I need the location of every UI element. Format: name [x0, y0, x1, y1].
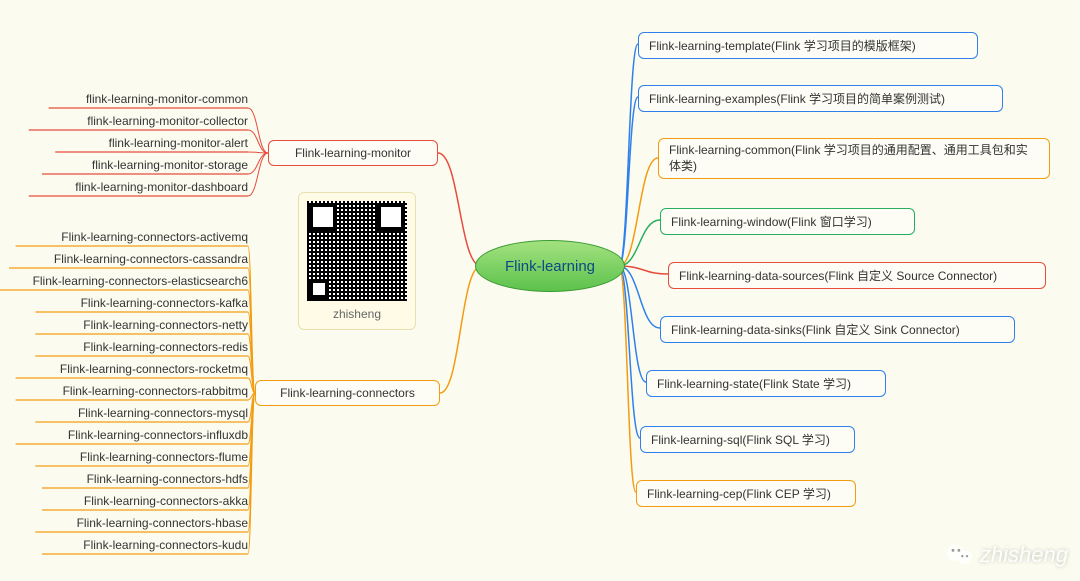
leaf-node: Flink-learning-connectors-rocketmq [60, 362, 248, 376]
leaf-node: Flink-learning-connectors-kafka [81, 296, 248, 310]
leaf-node: flink-learning-monitor-dashboard [75, 180, 248, 194]
left-branch-node: Flink-learning-connectors [255, 380, 440, 406]
right-branch-node: Flink-learning-examples(Flink 学习项目的简单案例测… [638, 85, 1003, 112]
leaf-node: Flink-learning-connectors-hbase [77, 516, 248, 530]
leaf-node: Flink-learning-connectors-hdfs [87, 472, 248, 486]
leaf-node: Flink-learning-connectors-activemq [61, 230, 248, 244]
watermark-text: zhisheng [980, 542, 1068, 568]
leaf-node: Flink-learning-connectors-influxdb [68, 428, 248, 442]
leaf-node: Flink-learning-connectors-cassandra [54, 252, 248, 266]
right-branch-node: Flink-learning-state(Flink State 学习) [646, 370, 886, 397]
left-branch-node: Flink-learning-monitor [268, 140, 438, 166]
leaf-node: flink-learning-monitor-alert [109, 136, 248, 150]
leaf-node: Flink-learning-connectors-akka [84, 494, 248, 508]
leaf-node: Flink-learning-connectors-redis [83, 340, 248, 354]
leaf-node: Flink-learning-connectors-flume [80, 450, 248, 464]
right-branch-node: Flink-learning-sql(Flink SQL 学习) [640, 426, 855, 453]
qr-code [307, 201, 407, 301]
right-branch-node: Flink-learning-common(Flink 学习项目的通用配置、通用… [658, 138, 1050, 179]
leaf-node: flink-learning-monitor-collector [87, 114, 248, 128]
right-branch-node: Flink-learning-data-sinks(Flink 自定义 Sink… [660, 316, 1015, 343]
leaf-node: Flink-learning-connectors-rabbitmq [63, 384, 248, 398]
leaf-node: Flink-learning-connectors-mysql [78, 406, 248, 420]
leaf-node: Flink-learning-connectors-kudu [83, 538, 248, 552]
right-branch-node: Flink-learning-window(Flink 窗口学习) [660, 208, 915, 235]
right-branch-node: Flink-learning-cep(Flink CEP 学习) [636, 480, 856, 507]
watermark: zhisheng [946, 541, 1068, 569]
leaf-node: Flink-learning-connectors-netty [83, 318, 248, 332]
right-branch-node: Flink-learning-template(Flink 学习项目的模版框架) [638, 32, 978, 59]
center-node: Flink-learning [475, 240, 625, 292]
leaf-node: Flink-learning-connectors-elasticsearch6 [33, 274, 248, 288]
wechat-icon [946, 541, 974, 569]
qr-card: zhisheng [298, 192, 416, 330]
qr-label: zhisheng [333, 307, 381, 321]
leaf-node: flink-learning-monitor-common [86, 92, 248, 106]
leaf-node: flink-learning-monitor-storage [92, 158, 248, 172]
right-branch-node: Flink-learning-data-sources(Flink 自定义 So… [668, 262, 1046, 289]
